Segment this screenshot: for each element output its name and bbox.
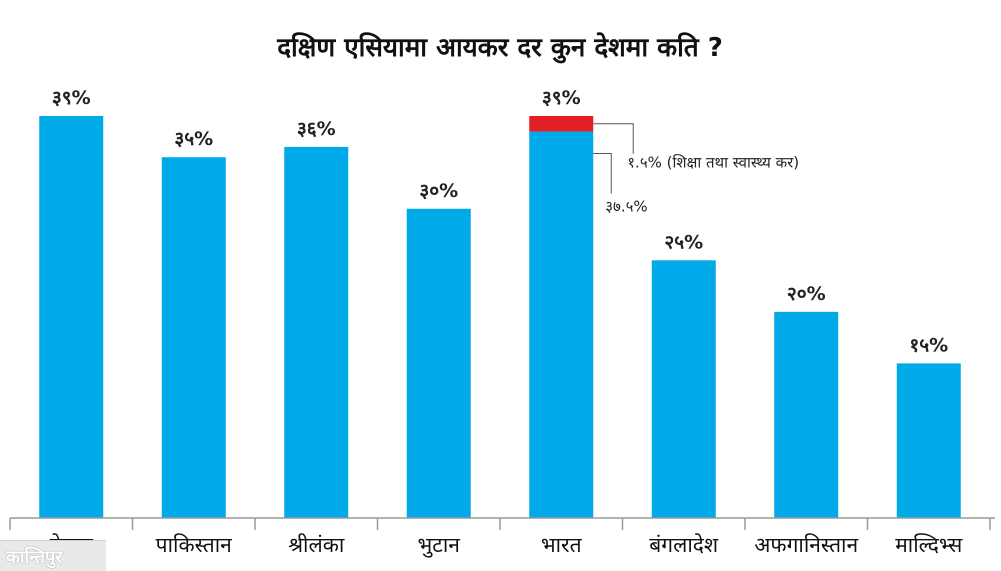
value-label-2: ३५% [174, 128, 213, 150]
bar-3 [284, 146, 349, 518]
bar-5-base [529, 131, 594, 518]
base-segment-leader-line [593, 152, 612, 194]
bar-2 [161, 157, 226, 518]
annotations-group: १.५% (शिक्षा तथा स्वास्थ्य कर) ३७.५% [593, 123, 799, 215]
publisher-logo: कान्तिपुर [0, 540, 106, 571]
category-labels-group: नेपालपाकिस्तानश्रीलंकाभुटानभारतबंगलादेशअ… [50, 533, 963, 558]
publisher-logo-text: कान्तिपुर [6, 547, 63, 568]
bar-1 [39, 116, 104, 518]
value-label-6: २५% [664, 231, 703, 253]
bar-7 [774, 311, 839, 518]
chart-title: दक्षिण एसियामा आयकर दर कुन देशमा कति ? [276, 32, 723, 64]
category-label-2: पाकिस्तान [156, 533, 233, 557]
base-segment-annotation: ३७.५% [605, 197, 647, 215]
value-label-4: ३०% [419, 180, 458, 202]
bar-4 [406, 208, 471, 518]
top-segment-annotation: १.५% (शिक्षा तथा स्वास्थ्य कर) [627, 154, 799, 172]
bar-5-top-segment [529, 116, 594, 132]
axis-ticks-group [9, 518, 991, 530]
category-label-8: माल्दिभ्स [895, 533, 963, 557]
value-label-8: १५% [909, 334, 948, 356]
category-label-4: भुटान [418, 533, 461, 558]
value-label-7: २०% [787, 283, 826, 305]
category-label-5: भारत [541, 533, 583, 557]
value-labels-group: ३९% ३५% ३६% ३०% ३९% २५% २०% १५% [52, 87, 948, 356]
value-label-1: ३९% [52, 87, 91, 109]
bar-8 [896, 363, 961, 518]
top-segment-leader-line [593, 123, 634, 154]
category-label-3: श्रीलंका [288, 533, 345, 557]
value-label-5: ३९% [542, 87, 581, 109]
category-label-6: बंगलादेश [649, 533, 719, 557]
bars-group [39, 116, 961, 518]
bar-6 [651, 260, 716, 518]
value-label-3: ३६% [297, 118, 336, 140]
category-label-7: अफगानिस्तान [754, 533, 858, 557]
